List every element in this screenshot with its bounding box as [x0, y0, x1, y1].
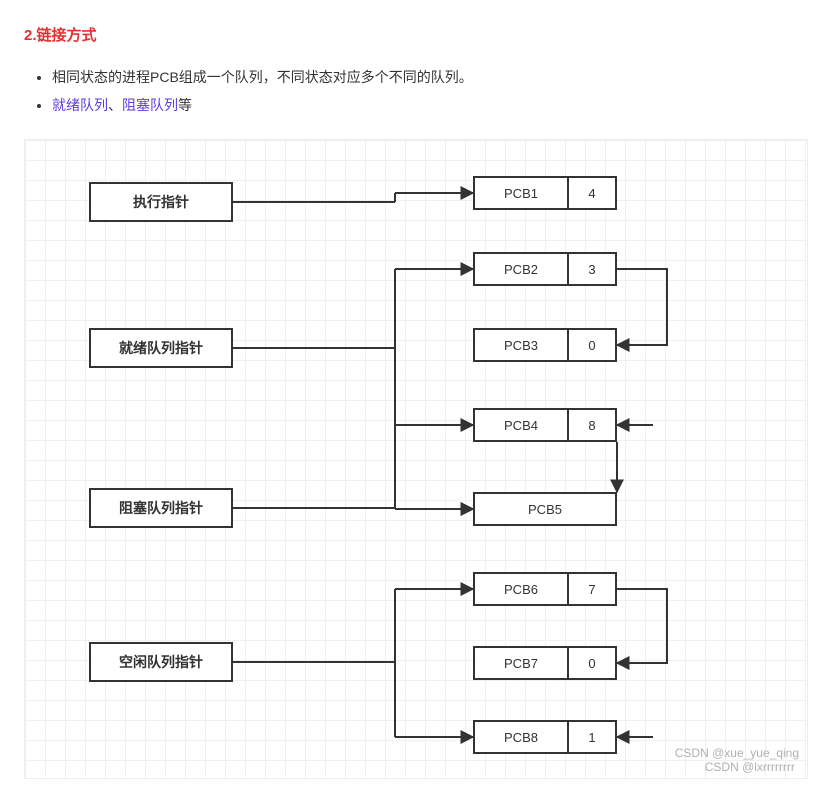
queue-diagram: CSDN @xue_yue_qing CSDN @lxrrrrrrrr 执行指针… — [24, 139, 808, 779]
pcb-box-pcb5: PCB5 — [473, 492, 617, 526]
pcb-value: 8 — [569, 410, 615, 440]
pointer-block: 阻塞队列指针 — [89, 488, 233, 528]
pcb-box-pcb2: PCB23 — [473, 252, 617, 286]
pcb-label: PCB5 — [475, 494, 615, 524]
pcb-value: 7 — [569, 574, 615, 604]
note-item: 相同状态的进程PCB组成一个队列，不同状态对应多个不同的队列。 — [52, 63, 812, 91]
pcb-label: PCB3 — [475, 330, 569, 360]
pcb-label: PCB7 — [475, 648, 569, 678]
pcb-label: PCB1 — [475, 178, 569, 208]
pointer-idle: 空闲队列指针 — [89, 642, 233, 682]
pcb-box-pcb6: PCB67 — [473, 572, 617, 606]
pcb-value: 0 — [569, 648, 615, 678]
pointer-exec: 执行指针 — [89, 182, 233, 222]
watermark: CSDN @xue_yue_qing CSDN @lxrrrrrrrr — [675, 746, 799, 774]
section-heading: 2.链接方式 — [24, 24, 812, 45]
pcb-label: PCB8 — [475, 722, 569, 752]
suffix: 等 — [178, 97, 192, 113]
pointer-ready: 就绪队列指针 — [89, 328, 233, 368]
pcb-label: PCB6 — [475, 574, 569, 604]
pcb-label: PCB4 — [475, 410, 569, 440]
edges-layer — [25, 140, 807, 778]
pcb-label: PCB2 — [475, 254, 569, 284]
note-item: 就绪队列、阻塞队列等 — [52, 91, 812, 119]
notes-list: 相同状态的进程PCB组成一个队列，不同状态对应多个不同的队列。 就绪队列、阻塞队… — [24, 63, 812, 119]
pcb-box-pcb7: PCB70 — [473, 646, 617, 680]
pcb-value: 3 — [569, 254, 615, 284]
pcb-box-pcb1: PCB14 — [473, 176, 617, 210]
pcb-box-pcb4: PCB48 — [473, 408, 617, 442]
pcb-value: 0 — [569, 330, 615, 360]
keyword-ready: 就绪队列 — [52, 97, 108, 113]
pcb-box-pcb8: PCB81 — [473, 720, 617, 754]
pcb-value: 4 — [569, 178, 615, 208]
pcb-value: 1 — [569, 722, 615, 752]
pcb-box-pcb3: PCB30 — [473, 328, 617, 362]
keyword-block: 阻塞队列 — [122, 97, 178, 113]
separator: 、 — [108, 97, 122, 113]
